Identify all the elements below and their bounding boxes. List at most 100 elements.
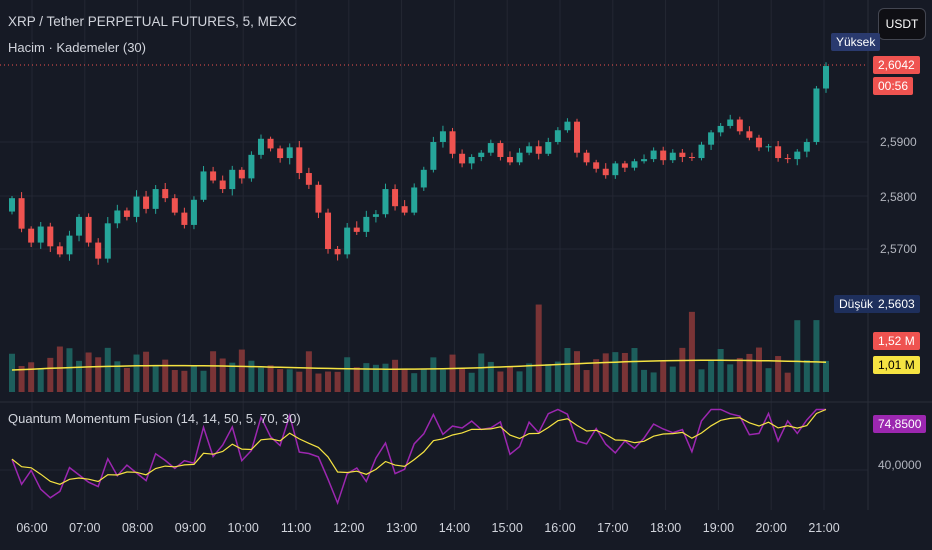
time-label: 20:00: [755, 521, 787, 535]
candle-body: [420, 169, 427, 188]
candle-body: [133, 196, 140, 217]
volume-bar: [171, 370, 178, 392]
candle-body: [123, 210, 130, 217]
candle-body: [583, 152, 590, 163]
volume-bar: [18, 366, 25, 392]
volume-bar: [641, 369, 648, 392]
volume-bar: [717, 348, 724, 392]
candle-body: [344, 227, 351, 255]
candle-body: [641, 159, 648, 162]
candle-body: [506, 156, 513, 163]
candle-body: [210, 171, 217, 181]
currency-button[interactable]: USDT: [878, 8, 926, 40]
volume-bar: [56, 346, 63, 392]
time-label: 12:00: [333, 521, 365, 535]
candle-body: [813, 88, 820, 142]
volume-bar: [439, 369, 446, 392]
candle-body: [679, 152, 686, 157]
volume-bar: [621, 352, 628, 392]
volume-bar: [344, 357, 351, 392]
volume-bar: [497, 371, 504, 392]
volume-bar: [660, 360, 667, 392]
volume-bar: [430, 357, 437, 392]
volume-bar: [803, 360, 810, 392]
candle-body: [18, 198, 25, 229]
candle-body: [37, 226, 44, 243]
candle-body: [631, 161, 638, 168]
volume-bar: [28, 362, 35, 392]
time-label: 13:00: [385, 521, 418, 535]
candle-body: [487, 143, 494, 153]
candle-body: [171, 198, 178, 213]
candle-body: [439, 131, 446, 142]
oscillator-line: [11, 408, 826, 506]
volume-bar: [9, 353, 15, 392]
time-label: 11:00: [280, 521, 312, 535]
candle-body: [181, 212, 188, 225]
volume-legend[interactable]: Hacim · Kademeler (30): [8, 40, 146, 55]
candle-body: [660, 150, 667, 161]
candle-body: [315, 184, 322, 213]
time-label: 07:00: [69, 521, 101, 535]
volume-bar: [478, 353, 485, 392]
last-price-tag: 2,6042: [873, 56, 920, 74]
candle-body: [392, 189, 399, 207]
volume-bar: [363, 363, 370, 392]
price-tick-3: 2,5700: [880, 242, 917, 256]
candle-body: [698, 144, 705, 159]
volume-bar: [688, 311, 695, 392]
volume-bar: [277, 369, 284, 392]
candle-body: [545, 142, 552, 154]
volume-bar: [487, 361, 494, 392]
volume-bar: [248, 360, 255, 392]
candle-body: [784, 158, 791, 160]
volume-bar: [210, 351, 217, 392]
candle-body: [411, 187, 418, 213]
chart-title: XRP / Tether PERPETUAL FUTURES, 5, MEXC: [8, 14, 297, 29]
volume-bar: [143, 351, 150, 392]
candle-body: [468, 156, 475, 164]
candle-body: [257, 138, 264, 155]
volume-bar: [746, 353, 753, 392]
candle-body: [363, 216, 370, 232]
volume-bar: [708, 360, 715, 392]
candle-body: [248, 154, 255, 179]
candle-body: [76, 216, 83, 236]
time-label: 18:00: [649, 521, 682, 535]
volume-bar: [564, 348, 571, 392]
candle-body: [296, 147, 303, 174]
time-label: 19:00: [702, 521, 735, 535]
candle-body: [238, 169, 245, 179]
oscillator-value-tag: 74,8500: [873, 415, 927, 433]
volume-bar: [526, 363, 533, 392]
volume-bar: [794, 320, 801, 392]
volume-ma-line: [11, 359, 827, 371]
time-label: 09:00: [174, 521, 207, 535]
volume-bar: [47, 357, 54, 392]
candle-body: [602, 168, 609, 176]
candle-body: [516, 152, 523, 163]
candle-body: [95, 242, 102, 259]
candle-body: [708, 132, 715, 145]
candle-body: [430, 142, 437, 170]
volume-bar: [229, 362, 236, 392]
volume-bar: [334, 371, 341, 392]
volume-bar: [152, 366, 159, 392]
candle-body: [717, 125, 724, 133]
candle-body: [823, 66, 829, 89]
volume-bar: [554, 361, 561, 392]
time-label: 14:00: [438, 521, 471, 535]
candle-body: [277, 148, 284, 159]
volume-bar: [219, 358, 226, 392]
volume-bar: [775, 356, 782, 392]
volume-bar: [823, 360, 829, 392]
volume-bar: [296, 371, 303, 392]
oscillator-signal-line: [11, 408, 827, 485]
time-label: 06:00: [16, 521, 48, 535]
time-label: 15:00: [491, 521, 523, 535]
oscillator-legend[interactable]: Quantum Momentum Fusion (14, 14, 50, 5, …: [8, 411, 301, 426]
volume-bar: [593, 359, 600, 392]
volume-bar: [267, 365, 274, 392]
candle-body: [497, 143, 504, 157]
